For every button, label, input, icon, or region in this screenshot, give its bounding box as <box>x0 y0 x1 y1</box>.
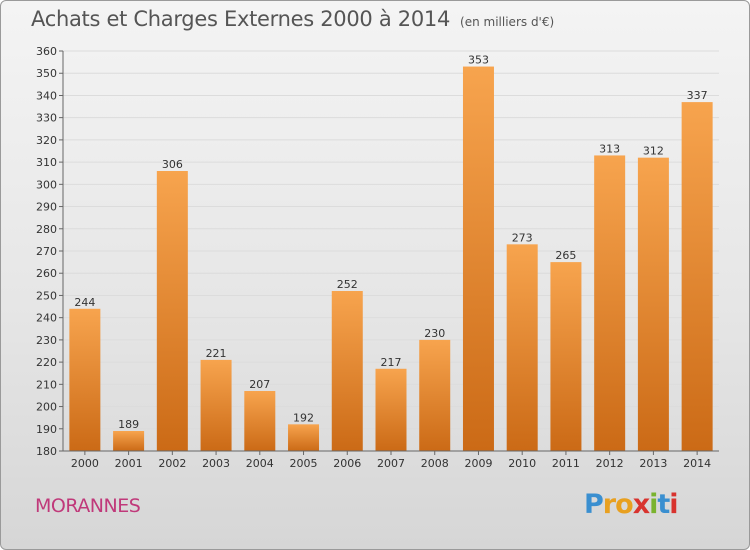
y-tick-label: 260 <box>36 267 57 280</box>
x-tick-label: 2013 <box>639 457 667 470</box>
bar-2004 <box>244 391 276 451</box>
bar-2013 <box>637 157 669 451</box>
data-label: 273 <box>512 231 533 244</box>
bar-2006 <box>331 291 363 451</box>
y-tick-label: 320 <box>36 134 57 147</box>
bar-2003 <box>200 359 232 451</box>
chart-subtitle: (en milliers d'€) <box>460 15 555 29</box>
bar-2012 <box>594 155 626 451</box>
y-tick-label: 330 <box>36 112 57 125</box>
bar-2007 <box>375 368 407 451</box>
x-tick-label: 2014 <box>683 457 711 470</box>
y-axis-ticks: 180 190 200 210 220 230 240 250 260 270 280 290 300 3… <box>36 45 63 458</box>
x-tick-label: 2000 <box>71 457 99 470</box>
data-label: 189 <box>118 418 139 431</box>
data-label: 265 <box>555 249 576 262</box>
x-tick-label: 2001 <box>115 457 143 470</box>
x-tick-label: 2012 <box>596 457 624 470</box>
y-tick-label: 340 <box>36 89 57 102</box>
bar-2011 <box>550 262 582 451</box>
y-tick-label: 270 <box>36 245 57 258</box>
y-tick-label: 180 <box>36 445 57 458</box>
y-tick-label: 360 <box>36 45 57 58</box>
chart-title: Achats et Charges Externes 2000 à 2014 (e… <box>31 7 554 31</box>
bar-2002 <box>156 171 188 451</box>
bars <box>69 66 713 452</box>
data-label: 337 <box>687 89 708 102</box>
data-labels: 244 189 306 221 207 192 252 217 230 353 273 265 313 3… <box>74 54 707 431</box>
logo-letter: i <box>649 489 658 520</box>
x-tick-label: 2006 <box>333 457 361 470</box>
x-tick-label: 2005 <box>290 457 318 470</box>
data-label: 217 <box>381 356 402 369</box>
bar-2008 <box>419 339 451 451</box>
bar-2000 <box>69 308 101 451</box>
logo-letter: P <box>584 489 604 520</box>
data-label: 252 <box>337 278 358 291</box>
data-label: 221 <box>206 347 227 360</box>
data-label: 353 <box>468 54 489 67</box>
logo-letter: i <box>669 489 678 520</box>
data-label: 312 <box>643 145 664 158</box>
logo-letter: o <box>615 489 634 520</box>
logo-letter: t <box>657 489 670 520</box>
bar-2001 <box>113 431 145 451</box>
logo-letter: x <box>632 489 650 520</box>
x-tick-label: 2004 <box>246 457 274 470</box>
x-tick-label: 2009 <box>464 457 492 470</box>
logo-letter: r <box>602 489 616 520</box>
y-tick-label: 220 <box>36 356 57 369</box>
bar-2005 <box>288 424 320 451</box>
x-tick-label: 2011 <box>552 457 580 470</box>
proxiti-logo: Proxiti <box>584 489 679 520</box>
data-label: 244 <box>74 296 95 309</box>
data-label: 230 <box>424 327 445 340</box>
x-tick-label: 2010 <box>508 457 536 470</box>
y-tick-label: 290 <box>36 201 57 214</box>
y-tick-label: 250 <box>36 289 57 302</box>
data-label: 313 <box>599 142 620 155</box>
y-tick-label: 200 <box>36 401 57 414</box>
y-tick-label: 210 <box>36 378 57 391</box>
y-tick-label: 240 <box>36 312 57 325</box>
y-tick-label: 310 <box>36 156 57 169</box>
x-tick-label: 2007 <box>377 457 405 470</box>
x-tick-label: 2003 <box>202 457 230 470</box>
y-tick-label: 230 <box>36 334 57 347</box>
x-tick-label: 2002 <box>158 457 186 470</box>
x-axis-ticks: 2000 2001 2002 2003 2004 2005 2006 2007 2008 2009… <box>71 451 711 470</box>
data-label: 207 <box>249 378 270 391</box>
y-tick-label: 280 <box>36 223 57 236</box>
title-text: Achats et Charges Externes 2000 à 2014 <box>31 7 451 31</box>
data-label: 192 <box>293 411 314 424</box>
x-tick-label: 2008 <box>421 457 449 470</box>
bar-2010 <box>506 244 538 451</box>
y-tick-label: 350 <box>36 67 57 80</box>
data-label: 306 <box>162 158 183 171</box>
y-tick-label: 190 <box>36 423 57 436</box>
bar-2014 <box>681 102 713 451</box>
commune-name: MORANNES <box>35 495 141 517</box>
bar-2009 <box>462 66 494 452</box>
y-tick-label: 300 <box>36 178 57 191</box>
